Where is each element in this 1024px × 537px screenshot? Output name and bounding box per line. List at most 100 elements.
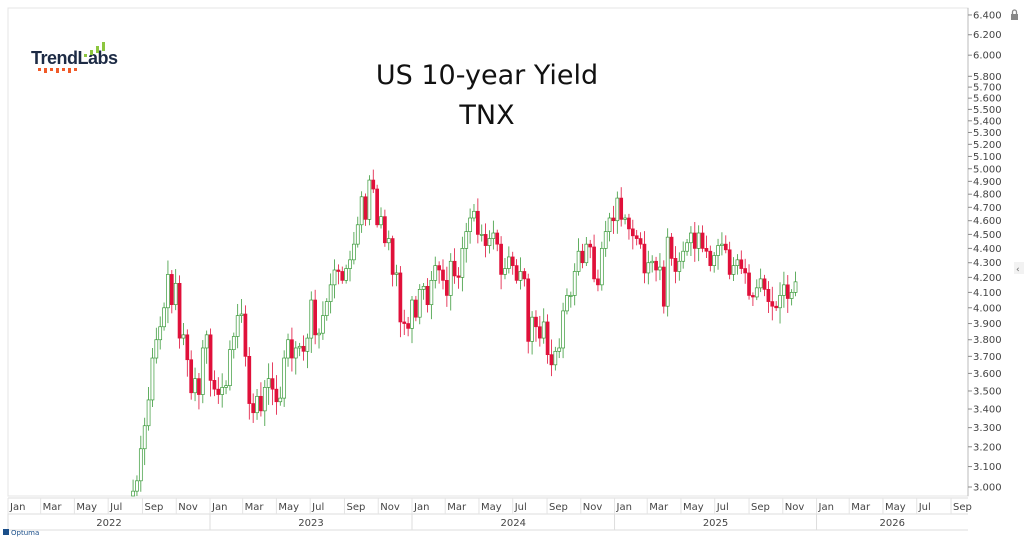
x-month-label: Nov (178, 502, 198, 513)
candle-body (309, 299, 314, 339)
candle-body (774, 305, 779, 309)
candle-body (758, 278, 763, 289)
candle-body (169, 274, 174, 306)
candle-body (231, 336, 236, 350)
x-month-label: Jan (818, 502, 834, 513)
logo-bar (102, 42, 105, 51)
x-month-label: Sep (549, 502, 568, 513)
candle-body (789, 292, 794, 299)
chart-subtitle: TNX (458, 100, 514, 131)
y-tick-label: 6.400 (973, 10, 1002, 21)
candle-body (220, 387, 225, 395)
x-month-label: Jan (9, 502, 25, 513)
candle-body (259, 395, 263, 412)
y-tick-label: 5.000 (973, 164, 1002, 175)
candle-body (685, 242, 689, 252)
candle-body (135, 480, 139, 492)
candle-body (704, 248, 709, 252)
x-month-label: May (278, 502, 299, 513)
x-year-label: 2023 (298, 518, 323, 529)
y-tick-label: 5.400 (973, 116, 1002, 127)
candle-body (735, 259, 740, 266)
x-month-label: Jan (211, 502, 227, 513)
x-month-label: May (885, 502, 906, 513)
candle-body (247, 355, 252, 404)
candle-body (712, 255, 717, 266)
y-tick-label: 3.700 (973, 352, 1002, 363)
candle-body (185, 334, 190, 361)
candle-body (239, 313, 244, 316)
candle-body (390, 238, 395, 275)
candle-body (197, 378, 201, 395)
candle-body (193, 378, 197, 394)
y-tick-label: 4.100 (973, 288, 1002, 299)
candle-body (131, 490, 135, 497)
candle-body (414, 299, 418, 318)
logo-bar (44, 68, 47, 73)
candle-body (588, 243, 593, 248)
y-tick-label: 4.700 (973, 203, 1002, 214)
candle-body (200, 347, 205, 395)
y-tick-label: 3.800 (973, 335, 1002, 346)
x-month-label: Mar (245, 502, 265, 513)
candle-body (251, 403, 256, 414)
y-tick-label: 3.600 (973, 369, 1002, 380)
logo-bar (62, 68, 65, 71)
candle-body (336, 269, 341, 272)
y-tick-label: 3.500 (973, 386, 1002, 397)
candle-body (204, 334, 209, 349)
candle-body (177, 282, 182, 339)
candle-body (270, 378, 275, 390)
y-tick-label: 4.000 (973, 303, 1002, 314)
optuma-logo-icon (3, 529, 9, 535)
candle-body (212, 380, 217, 390)
candle-body (518, 271, 523, 281)
candle-body (782, 284, 786, 296)
y-tick-label: 3.400 (973, 405, 1002, 416)
plot-area (7, 7, 969, 497)
candle-body (301, 345, 306, 352)
candle-body (743, 268, 748, 274)
y-tick-label: 6.200 (973, 30, 1002, 41)
candle-body (669, 236, 674, 259)
candle-body (142, 425, 147, 450)
y-tick-label: 5.200 (973, 140, 1002, 151)
candle-body (383, 216, 387, 244)
candle-body (696, 232, 701, 249)
chart-title: US 10-year Yield (376, 60, 598, 91)
candle-body (448, 260, 453, 296)
candle-body (561, 310, 565, 349)
x-month-label: Jan (616, 502, 632, 513)
x-month-label: Mar (851, 502, 871, 513)
logo-bar (50, 68, 53, 71)
candle-body (576, 250, 581, 272)
candle-body (766, 289, 771, 302)
candle-body (549, 354, 554, 366)
candle-body (565, 295, 569, 312)
x-month-label: Mar (649, 502, 669, 513)
candle-body (630, 228, 635, 237)
candle-body (557, 347, 562, 352)
candle-body (367, 179, 372, 220)
lock-icon[interactable] (1011, 9, 1018, 20)
logo-bar (68, 68, 71, 73)
candle-body (491, 232, 496, 239)
y-tick-label: 5.700 (973, 83, 1002, 94)
candle-body (599, 248, 604, 286)
candles (131, 169, 798, 497)
candle-body (166, 274, 170, 309)
candle-body (305, 337, 310, 352)
candle-body (421, 285, 426, 290)
x-year-label: 2022 (96, 518, 121, 529)
candle-body (731, 265, 736, 275)
candle-body (445, 280, 449, 296)
candle-body (479, 234, 484, 236)
collapse-arrow-icon[interactable]: ‹ (1014, 262, 1024, 275)
candle-body (162, 307, 166, 328)
candle-body (464, 231, 469, 249)
y-tick-label: 4.500 (973, 230, 1002, 241)
candle-body (700, 232, 705, 249)
candle-body (441, 269, 445, 281)
x-month-label: May (481, 502, 502, 513)
logo-bar (96, 46, 99, 53)
